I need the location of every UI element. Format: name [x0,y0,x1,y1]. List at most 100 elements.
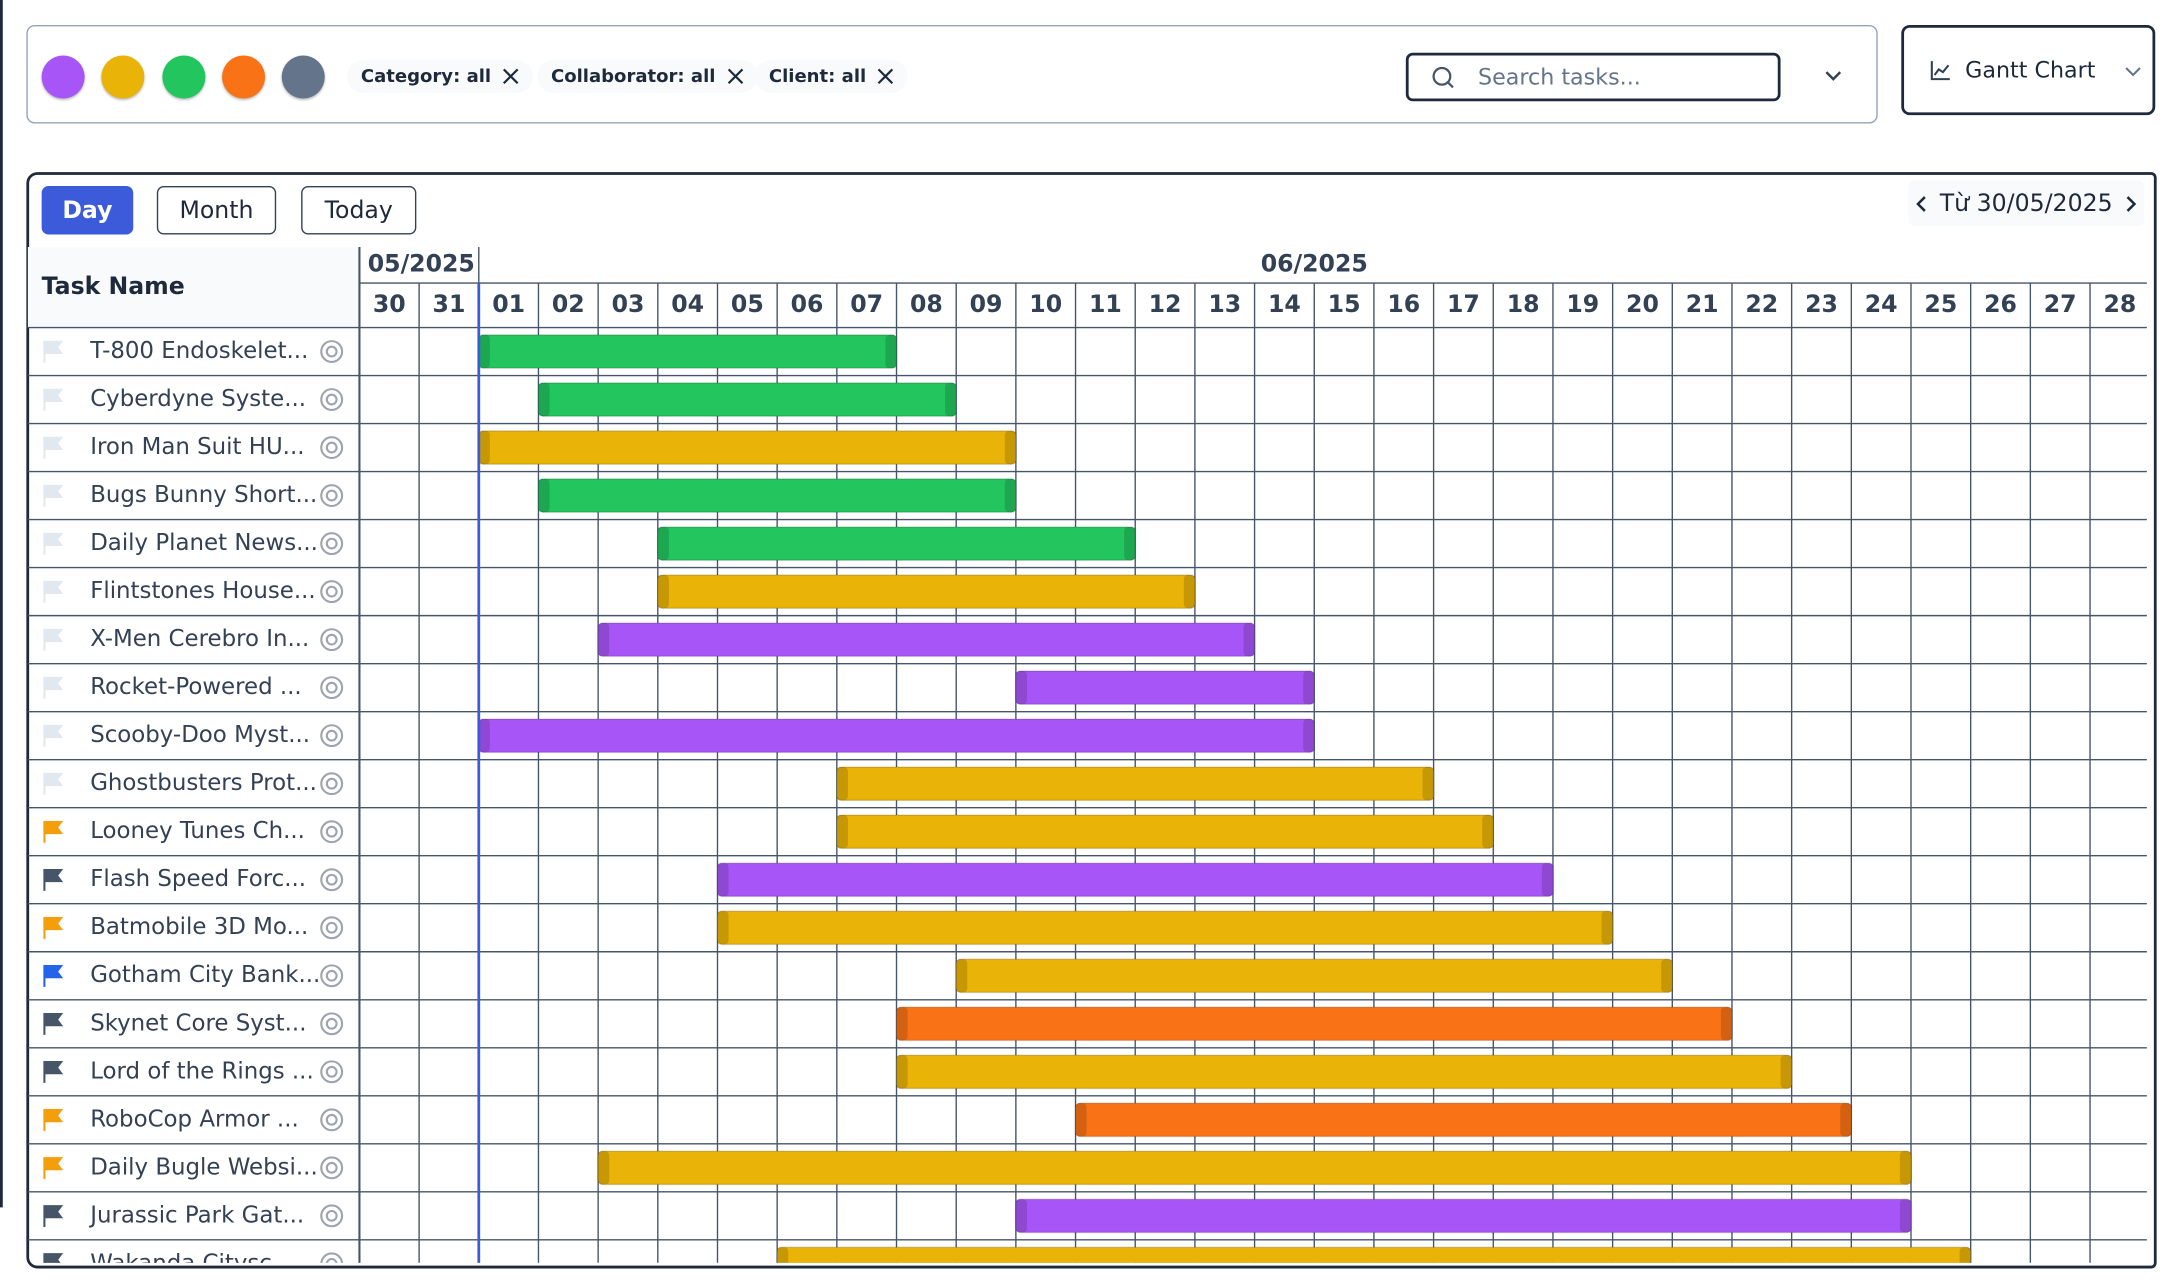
bar-part [717,863,729,897]
bar-part [1720,1007,1732,1041]
target-icon [320,964,344,988]
bar-part [1243,622,1255,657]
day-label: 26 [1984,290,2017,318]
task-name: Jurassic Park Gat... [88,1202,304,1228]
bar-part [598,1151,610,1185]
target-icon [325,1257,338,1263]
dropdown-icon[interactable] [1822,67,1844,86]
task-bar [478,430,1017,465]
bar-part [1183,574,1195,609]
task-bar [478,718,1315,754]
day-label: 18 [1507,290,1540,318]
prev[interactable] [1915,194,1929,213]
bar-part [537,478,1017,513]
bar-part [895,1054,1793,1090]
priority-flag [43,1013,64,1035]
day-label: 14 [1268,290,1301,318]
bar-part [538,478,550,513]
task-name: X-Men Cerebro In... [90,626,309,652]
task-bar [1015,670,1315,706]
target-icon [325,921,338,934]
target-icon [320,868,344,892]
task-bar [836,766,1435,802]
day-label: 15 [1328,290,1361,318]
filter-chip[interactable]: Client: all [754,59,908,93]
color-dot[interactable] [41,55,85,99]
bar-part [716,910,1614,946]
target-icon [325,537,338,550]
target-icon [325,777,338,790]
bar-part [1075,1103,1087,1137]
color-dot[interactable] [221,55,265,99]
target-icon [320,628,344,652]
day-label: 27 [2044,290,2077,318]
bar-part [777,1247,789,1263]
task-name: Scooby-Doo Myst... [90,722,310,748]
target-icon [320,1156,344,1180]
bar-part [538,382,550,417]
chevron [2125,66,2141,76]
target-icon [325,441,338,454]
month-label: 05/2025 [368,250,475,278]
target-icon [325,585,338,598]
task-name: Gotham City Bank... [90,962,320,988]
search-box[interactable]: Search tasks... [1405,52,1781,102]
target-icon [325,1065,338,1078]
target-icon [320,436,344,460]
day-label: 04 [671,290,704,318]
bar-part [945,382,957,417]
target-icon [325,345,338,358]
task-bar [716,862,1554,898]
filter-chip[interactable]: Category: all [346,59,533,93]
priority-flag [43,724,64,747]
gantt: Task Name 05/2025 30 31 06/2025 01 02 03 04 05 06 0… [27,247,2147,1263]
date-nav: Từ 30/05/2025 [1908,180,2145,227]
bar-part [597,622,1256,657]
target-icon [320,1060,344,1084]
bar-part [895,1006,1733,1042]
priority-flag [43,436,64,459]
view-button[interactable]: Day [41,185,134,235]
filter-chip[interactable]: Collaborator: all [537,59,758,93]
bar-part [836,814,1494,850]
task-bar [657,574,1196,609]
bar-part [896,1055,908,1089]
task-name: Rocket-Powered ... [90,674,302,700]
next[interactable] [2124,194,2138,213]
color-dot[interactable] [281,55,326,99]
task-name: Lord of the Rings ... [90,1058,314,1084]
view-select[interactable]: Gantt Chart [1901,24,2156,116]
color-dot[interactable] [101,55,145,99]
chip-close[interactable] [877,68,894,85]
priority-flag [43,628,64,651]
task-name: Daily Planet News... [90,530,318,556]
day-label: 10 [1029,290,1062,318]
target-icon [320,724,344,748]
view-button[interactable]: Today [301,185,417,235]
month-label: 06/2025 [1261,250,1368,278]
task-bar [537,478,1017,513]
target-icon [325,969,338,982]
target-icon [325,873,338,886]
priority-flag [43,484,64,507]
bar-part [1015,671,1027,705]
priority-flag [43,1253,64,1263]
view-button[interactable]: Month [156,185,277,235]
bar-part [657,526,1136,561]
bar-part [1015,1198,1912,1234]
target-icon [320,916,344,940]
task-name: Flintstones House... [90,578,315,604]
page-edge [0,0,3,1208]
task-bar [537,382,957,417]
color-dot[interactable] [161,55,205,99]
bar-part [1004,430,1016,465]
priority-flag [43,820,64,843]
priority-flag [43,388,64,411]
target-icon [320,340,344,363]
chip-close[interactable] [727,68,744,85]
day-label: 30 [373,290,406,318]
chip-close[interactable] [502,68,519,85]
bar-part [836,767,848,801]
view-label: Gantt Chart [1965,56,2096,84]
target-icon [325,729,338,742]
